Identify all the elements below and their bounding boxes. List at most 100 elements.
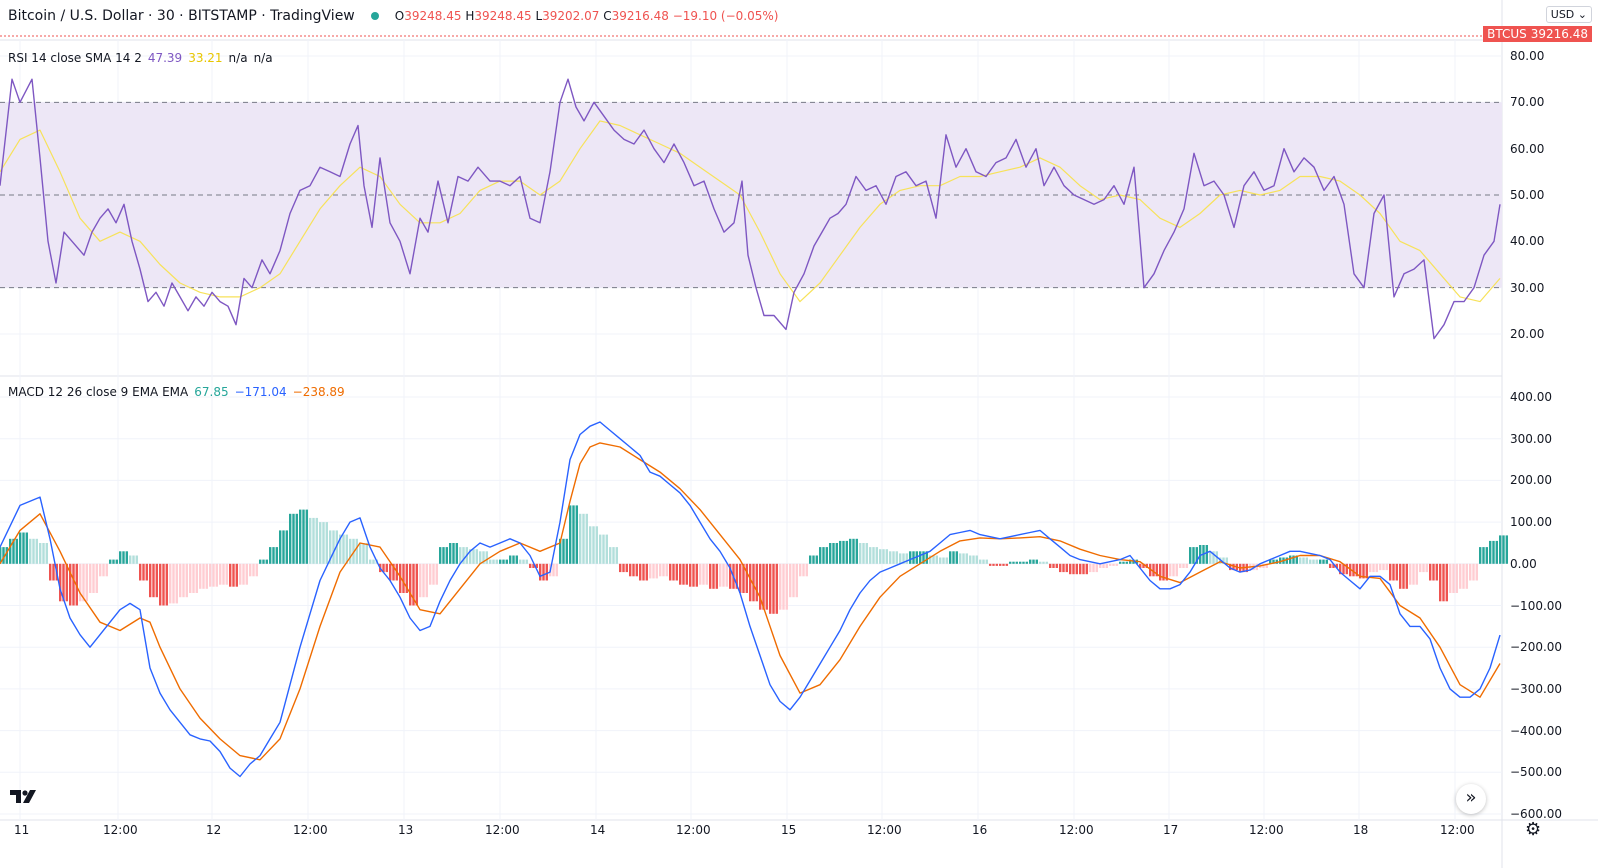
macd-histogram-bar xyxy=(745,563,748,593)
macd-histogram-bar xyxy=(989,563,992,566)
macd-histogram-bar xyxy=(15,538,18,564)
macd-legend-signal-value: −238.89 xyxy=(292,385,345,399)
macd-histogram-bar xyxy=(1169,563,1172,577)
macd-histogram-bar xyxy=(165,563,168,606)
macd-histogram-bar xyxy=(919,551,922,564)
macd-histogram-bar xyxy=(249,563,252,577)
macd-histogram-bar xyxy=(1439,563,1442,602)
macd-histogram-bar xyxy=(1155,563,1158,577)
rsi-ytick-label: 80.00 xyxy=(1510,49,1545,63)
macd-histogram-bar xyxy=(1459,563,1462,589)
macd-histogram-bar xyxy=(605,534,608,564)
macd-histogram-bar xyxy=(182,563,185,598)
macd-histogram-bar xyxy=(1192,547,1195,564)
macd-histogram-bar xyxy=(689,563,692,587)
macd-histogram-bar xyxy=(1379,563,1382,571)
macd-histogram-bar xyxy=(802,563,805,577)
macd-ytick-label: 100.00 xyxy=(1510,515,1552,530)
macd-histogram-bar xyxy=(232,563,235,587)
macd-histogram-bar xyxy=(815,555,818,564)
macd-histogram-bar xyxy=(429,563,432,585)
macd-histogram-bar xyxy=(405,563,408,593)
macd-histogram-bar xyxy=(885,549,888,564)
macd-legend-macd-value: −171.04 xyxy=(234,385,287,399)
macd-histogram-bar xyxy=(1075,563,1078,575)
macd-histogram-bar xyxy=(349,538,352,564)
macd-histogram-bar xyxy=(1052,563,1055,568)
macd-histogram-bar xyxy=(1039,561,1042,564)
macd-histogram-bar xyxy=(845,540,848,564)
macd-histogram-bar xyxy=(782,563,785,610)
macd-histogram-bar xyxy=(722,563,725,587)
time-tick-label: 12:00 xyxy=(293,823,328,837)
macd-legend[interactable]: MACD 12 26 close 9 EMA EMA 67.85 −171.04… xyxy=(8,385,345,399)
macd-histogram-bar xyxy=(725,563,728,587)
macd-histogram-bar xyxy=(305,509,308,564)
rsi-ytick-label: 70.00 xyxy=(1510,95,1545,110)
settings-gear-icon[interactable]: ⚙ xyxy=(1525,819,1542,840)
macd-histogram-bar xyxy=(1279,557,1282,564)
macd-histogram-bar xyxy=(629,563,632,577)
macd-histogram-bar xyxy=(902,553,905,564)
macd-histogram-bar xyxy=(1479,547,1482,564)
macd-histogram-bar xyxy=(849,538,852,564)
macd-histogram-bar xyxy=(955,551,958,564)
macd-histogram-bar xyxy=(282,530,285,564)
macd-histogram-bar xyxy=(459,547,462,564)
macd-histogram-bar xyxy=(239,563,242,585)
time-tick-label: 12:00 xyxy=(485,823,520,837)
macd-histogram-bar xyxy=(872,547,875,564)
macd-histogram-bar xyxy=(462,547,465,564)
macd-histogram-bar xyxy=(752,563,755,602)
time-tick-label: 14 xyxy=(590,823,606,837)
scroll-to-realtime-button[interactable]: » xyxy=(1456,784,1486,814)
macd-histogram-bar xyxy=(1295,555,1298,564)
macd-histogram-bar xyxy=(1449,563,1452,593)
macd-histogram-bar xyxy=(1355,563,1358,577)
ohlc-open-value: 39248.45 xyxy=(404,9,462,23)
macd-histogram-bar xyxy=(362,543,365,564)
macd-histogram-bar xyxy=(202,563,205,589)
macd-histogram-bar xyxy=(899,553,902,564)
macd-histogram-bar xyxy=(612,547,615,564)
rsi-legend[interactable]: RSI 14 close SMA 14 2 47.39 33.21 n/a n/… xyxy=(8,51,273,65)
macd-histogram-bar xyxy=(905,553,908,564)
macd-histogram-bar xyxy=(785,563,788,610)
macd-histogram-bar xyxy=(855,538,858,564)
macd-histogram-bar xyxy=(209,563,212,587)
macd-histogram-bar xyxy=(602,534,605,564)
macd-histogram-bar xyxy=(385,563,388,573)
macd-histogram-bar xyxy=(1205,545,1208,564)
time-tick-label: 16 xyxy=(972,823,988,837)
tradingview-logo-icon[interactable] xyxy=(8,786,38,808)
macd-histogram-bar xyxy=(242,563,245,585)
macd-histogram-bar xyxy=(1452,563,1455,593)
market-status-dot-icon xyxy=(370,12,379,20)
macd-histogram-bar xyxy=(299,509,302,564)
currency-label: USD xyxy=(1550,8,1575,21)
macd-histogram-bar xyxy=(365,543,368,564)
macd-histogram-bar xyxy=(975,555,978,564)
currency-button[interactable]: USD ⌄ xyxy=(1545,6,1592,23)
macd-histogram-bar xyxy=(455,543,458,564)
macd-histogram-bar xyxy=(1229,563,1232,571)
macd-histogram-bar xyxy=(842,540,845,564)
macd-ytick-label: −500.00 xyxy=(1510,765,1563,780)
macd-histogram-bar xyxy=(685,563,688,585)
macd-histogram-bar xyxy=(1359,563,1362,579)
macd-histogram-bar xyxy=(152,563,155,598)
macd-histogram-bar xyxy=(935,555,938,564)
macd-histogram-bar xyxy=(672,563,675,581)
macd-histogram-bar xyxy=(992,563,995,566)
macd-histogram-bar xyxy=(1492,540,1495,564)
macd-histogram-bar xyxy=(359,543,362,564)
macd-histogram-bar xyxy=(149,563,152,598)
macd-histogram-bar xyxy=(195,563,198,593)
macd-histogram-bar xyxy=(1329,563,1332,568)
macd-histogram-bar xyxy=(169,563,172,604)
time-tick-label: 12:00 xyxy=(676,823,711,837)
ohlc-high-value: 39248.45 xyxy=(474,9,532,23)
symbol-title[interactable]: Bitcoin / U.S. Dollar · 30 · BITSTAMP · … xyxy=(8,8,355,24)
macd-histogram-bar xyxy=(1342,563,1345,575)
